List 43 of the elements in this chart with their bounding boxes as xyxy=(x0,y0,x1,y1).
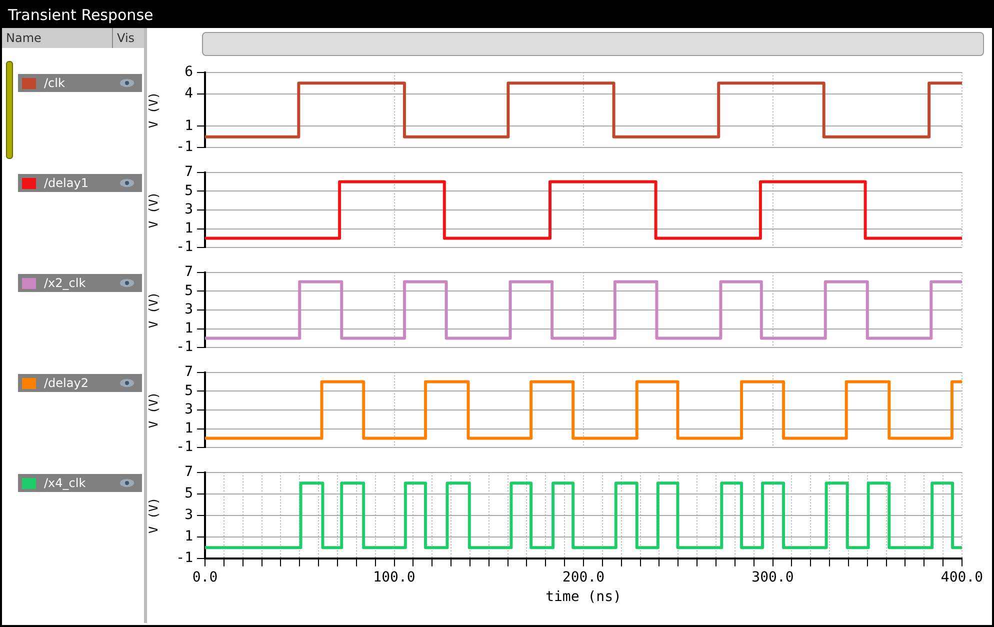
y-tick-label: 7 xyxy=(184,464,193,480)
y-tick-label: 5 xyxy=(184,182,193,199)
y-tick-label: 1 xyxy=(184,420,193,436)
y-axis-title: V (V) xyxy=(146,192,160,228)
y-tick-label: -1 xyxy=(176,239,193,256)
y-axis-title: V (V) xyxy=(146,392,160,428)
x-tick-label: 400.0 xyxy=(940,569,984,586)
legend-label: /delay1 xyxy=(44,176,90,190)
y-axis-title: V (V) xyxy=(146,292,160,328)
text: Name xyxy=(2,28,113,48)
x-tick-label: 300.0 xyxy=(752,569,794,586)
legend-label: /delay2 xyxy=(44,376,90,390)
y-tick-label: 5 xyxy=(184,486,193,502)
y-tick-label: 1 xyxy=(184,118,193,134)
y-tick-label: -1 xyxy=(176,139,193,156)
y-tick-label: -1 xyxy=(176,339,193,356)
y-tick-label: 3 xyxy=(184,302,193,318)
text: Vis xyxy=(116,30,135,47)
legend-label: /x2_clk xyxy=(44,276,87,290)
y-tick-label: 3 xyxy=(184,402,193,418)
y-axis-title: V (V) xyxy=(146,92,160,128)
x-axis-title: time (ns) xyxy=(546,589,622,606)
y-tick-label: 7 xyxy=(184,164,193,180)
text: Transient Response xyxy=(2,2,992,28)
y-tick-label: 7 xyxy=(184,264,193,280)
y-tick-label: 1 xyxy=(184,220,193,236)
y-tick-label: 4 xyxy=(184,86,193,102)
legend-label: /x4_clk xyxy=(44,476,87,490)
y-axis-title: V (V) xyxy=(146,497,160,534)
y-tick-label: -1 xyxy=(176,439,193,456)
y-tick-label: 7 xyxy=(184,364,193,380)
y-tick-label: -1 xyxy=(176,550,193,566)
y-tick-label: 5 xyxy=(184,282,193,299)
legend-label: /clk xyxy=(44,76,66,90)
x-tick-label: 200.0 xyxy=(562,569,605,586)
x-tick-label: 100.0 xyxy=(373,569,416,586)
y-tick-label: 3 xyxy=(184,507,193,524)
y-tick-label: 6 xyxy=(184,64,193,80)
y-tick-label: 5 xyxy=(184,382,193,399)
x-tick-label: 0.0 xyxy=(192,569,218,586)
y-tick-label: 1 xyxy=(184,528,193,545)
y-tick-label: 1 xyxy=(184,320,193,336)
y-tick-label: 3 xyxy=(184,202,193,218)
